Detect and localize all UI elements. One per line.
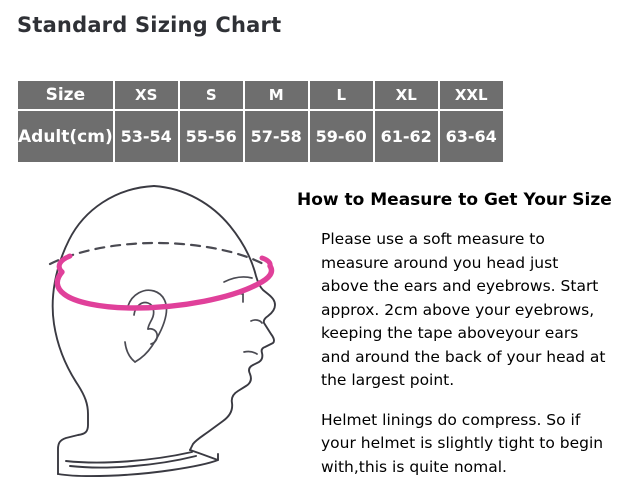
table-cell-adult-m: 57-58 bbox=[244, 111, 310, 162]
table-header-cell-m: M bbox=[244, 81, 310, 111]
table-header-cell-l: L bbox=[309, 81, 375, 111]
table-cell-adult-xl: 61-62 bbox=[374, 111, 440, 162]
table-cell-adult-xxl: 63-64 bbox=[439, 111, 503, 162]
table-header-cell-s: S bbox=[179, 81, 245, 111]
ear-detail bbox=[124, 289, 168, 363]
measuring-tape-band bbox=[54, 253, 275, 311]
howto-body: Please use a soft measure to measure aro… bbox=[321, 228, 607, 479]
table-header-cell-xl: XL bbox=[374, 81, 440, 111]
table-header-row: Size XS S M L XL XXL bbox=[18, 81, 503, 111]
table-header-cell-size: Size bbox=[18, 81, 115, 111]
measuring-tape-dashed-segment bbox=[48, 241, 269, 268]
nose-and-lip-detail bbox=[243, 319, 263, 355]
table-cell-adult-s: 55-56 bbox=[179, 111, 245, 162]
howto-paragraph-1: Please use a soft measure to measure aro… bbox=[321, 230, 606, 389]
head-outline-path bbox=[51, 185, 276, 478]
table-cell-adult-xs: 53-54 bbox=[114, 111, 180, 162]
howto-heading: How to Measure to Get Your Size bbox=[297, 190, 612, 210]
howto-paragraph-2: Helmet linings do compress. So if your h… bbox=[321, 410, 604, 476]
table-cell-adult-l: 59-60 bbox=[309, 111, 375, 162]
page-title: Standard Sizing Chart bbox=[17, 13, 282, 37]
head-measurement-illustration bbox=[22, 182, 312, 478]
table-header-cell-xxl: XXL bbox=[439, 81, 503, 111]
table-header-cell-xs: XS bbox=[114, 81, 180, 111]
sizing-table: Size XS S M L XL XXL Adult(cm) 53-54 55-… bbox=[18, 81, 503, 162]
table-row-label-adult-cm: Adult(cm) bbox=[18, 111, 115, 162]
table-row: Adult(cm) 53-54 55-56 57-58 59-60 61-62 … bbox=[18, 111, 503, 162]
